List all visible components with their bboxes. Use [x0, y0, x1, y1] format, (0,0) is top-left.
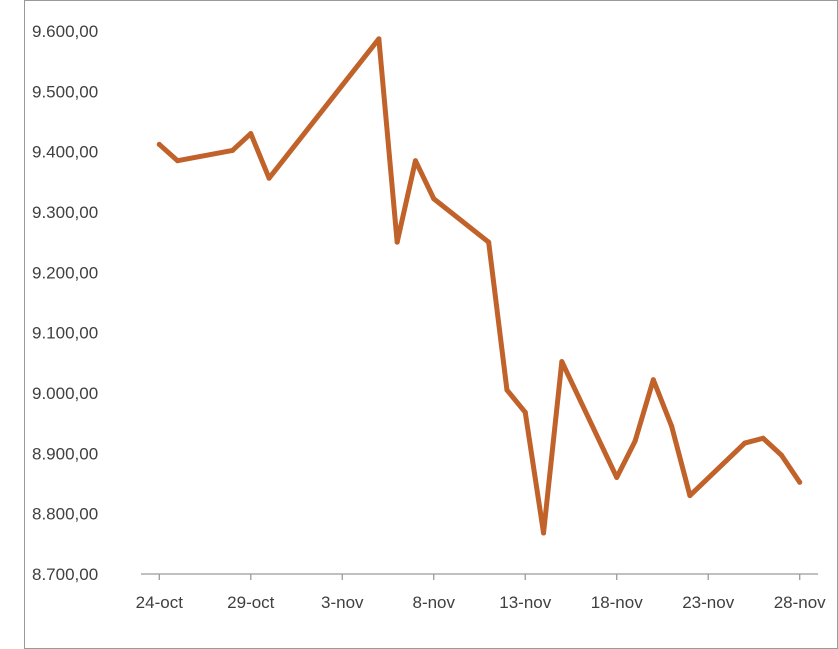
y-tick-label: 9.300,00: [32, 203, 98, 222]
data-point: [156, 141, 162, 147]
data-point: [504, 387, 510, 393]
y-tick-label: 8.700,00: [32, 565, 98, 584]
data-point: [376, 36, 382, 42]
y-tick-label: 9.000,00: [32, 384, 98, 403]
y-tick-label: 8.900,00: [32, 444, 98, 463]
x-tick-label: 23-nov: [682, 593, 734, 612]
data-point: [760, 435, 766, 441]
x-axis-labels: 24-oct 29-oct 3-nov 8-nov 13-nov 18-nov 23-nov…: [136, 593, 827, 612]
y-tick-label: 8.800,00: [32, 505, 98, 524]
chart-border: [24, 0, 838, 649]
y-tick-label: 9.100,00: [32, 324, 98, 343]
data-point: [559, 359, 565, 365]
data-point: [614, 474, 620, 480]
data-point: [669, 423, 675, 429]
y-tick-label: 9.500,00: [32, 82, 98, 101]
y-axis-labels: 8.700,00 8.800,00 8.900,00 9.000,00 9.100,00…: [32, 22, 98, 584]
data-point: [687, 493, 693, 499]
x-tick-label: 3-nov: [321, 593, 364, 612]
x-tick-label: 29-oct: [227, 593, 275, 612]
data-point: [486, 239, 492, 245]
y-tick-label: 9.400,00: [32, 143, 98, 162]
x-tick-label: 18-nov: [591, 593, 643, 612]
series-layer: [156, 36, 803, 536]
x-tick-label: 13-nov: [499, 593, 551, 612]
x-axis: [141, 573, 818, 580]
data-point: [632, 438, 638, 444]
data-point: [229, 147, 235, 153]
x-tick-label: 28-nov: [774, 593, 826, 612]
data-point: [412, 158, 418, 164]
data-point: [175, 158, 181, 164]
data-point: [797, 479, 803, 485]
data-point: [541, 530, 547, 536]
data-point: [248, 131, 254, 137]
data-point: [650, 377, 656, 383]
data-point: [522, 409, 528, 415]
data-point: [742, 440, 748, 446]
data-point: [394, 239, 400, 245]
x-tick-label: 8-nov: [412, 593, 455, 612]
x-tick-label: 24-oct: [136, 593, 184, 612]
data-point: [266, 175, 272, 181]
data-point: [431, 196, 437, 202]
data-point: [778, 452, 784, 458]
y-tick-label: 9.200,00: [32, 263, 98, 282]
y-tick-label: 9.600,00: [32, 22, 98, 41]
